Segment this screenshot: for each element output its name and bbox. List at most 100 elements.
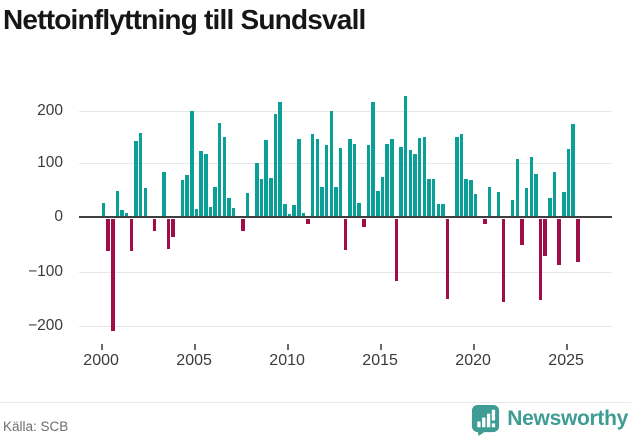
- bar: [213, 186, 217, 218]
- bar: [473, 194, 478, 218]
- bar: [231, 207, 236, 218]
- x-axis-label: 2010: [269, 352, 305, 369]
- bar: [576, 218, 580, 262]
- bar: [431, 178, 436, 218]
- bar: [380, 176, 385, 218]
- bar: [455, 137, 459, 218]
- bar: [394, 218, 399, 281]
- bar: [264, 139, 268, 218]
- bar: [152, 218, 157, 232]
- bar: [310, 133, 315, 218]
- x-axis-tick: [566, 344, 568, 350]
- bar: [171, 218, 175, 237]
- bar: [245, 193, 250, 218]
- bar: [357, 202, 361, 218]
- bar: [408, 149, 413, 218]
- bar: [278, 102, 282, 218]
- bar: [134, 140, 138, 218]
- y-axis-label: 100: [37, 154, 63, 171]
- bar: [283, 203, 287, 218]
- bar: [301, 212, 306, 218]
- x-axis-tick: [380, 344, 382, 350]
- bar: [422, 136, 426, 218]
- bar: [385, 143, 389, 218]
- x-axis-label: 2025: [548, 352, 584, 369]
- bar: [427, 178, 431, 218]
- bar: [441, 204, 445, 218]
- newsworthy-brand: Newsworthy: [469, 403, 628, 436]
- bar: [208, 206, 213, 218]
- bar: [106, 218, 110, 252]
- bar: [255, 163, 259, 218]
- x-axis-label: 2000: [83, 352, 119, 369]
- bar: [399, 147, 403, 218]
- chart-title: Nettoinflyttning till Sundsvall: [3, 4, 366, 35]
- bar: [320, 186, 324, 218]
- bar: [292, 205, 296, 218]
- bar: [241, 218, 245, 232]
- gridline-minus-100: [79, 272, 612, 273]
- bar: [436, 204, 440, 218]
- bar: [143, 187, 147, 218]
- bar: [362, 218, 366, 228]
- bar: [115, 191, 120, 218]
- footer-divider: [0, 402, 631, 403]
- bar: [464, 178, 468, 218]
- bar: [520, 218, 524, 245]
- bar: [469, 179, 473, 218]
- y-axis-label: 0: [54, 208, 63, 225]
- bar: [371, 102, 375, 218]
- bar: [543, 218, 547, 257]
- bar: [124, 212, 129, 218]
- newsworthy-logo-icon: [472, 404, 500, 436]
- gridline-minus-200: [79, 326, 612, 327]
- bar: [343, 218, 347, 251]
- bar: [338, 148, 343, 218]
- bar: [501, 218, 506, 302]
- bar: [185, 175, 189, 218]
- bar: [259, 178, 264, 218]
- bar: [552, 172, 557, 218]
- bar: [194, 208, 199, 218]
- x-axis-label: 2020: [455, 352, 491, 369]
- bar: [190, 110, 194, 218]
- bar: [510, 200, 515, 218]
- bar: [459, 133, 464, 218]
- bar: [120, 210, 124, 218]
- bar: [324, 145, 329, 218]
- gridline-200: [79, 111, 612, 112]
- bar: [111, 218, 115, 332]
- bar: [529, 157, 533, 218]
- bar: [162, 171, 166, 218]
- bar: [413, 153, 417, 218]
- bar: [273, 114, 278, 218]
- bar: [269, 178, 273, 218]
- bar: [129, 218, 134, 252]
- x-axis-tick: [194, 344, 196, 350]
- zero-axis-line: [79, 216, 612, 218]
- bar: [496, 192, 501, 218]
- bar: [557, 218, 561, 265]
- bar: [352, 143, 357, 218]
- bar: [199, 151, 203, 218]
- source-label: Källa: SCB: [3, 419, 69, 434]
- x-axis-label: 2015: [362, 352, 398, 369]
- bar: [306, 218, 310, 225]
- x-axis-tick: [287, 344, 289, 350]
- y-axis-label: 200: [37, 102, 63, 119]
- bar: [390, 138, 394, 218]
- x-axis-tick: [473, 344, 475, 350]
- bar: [376, 190, 380, 218]
- bar: [538, 218, 543, 301]
- bar: [515, 158, 519, 218]
- y-axis-label: −200: [28, 317, 63, 334]
- bar: [217, 123, 222, 218]
- gridline-100: [79, 163, 612, 164]
- bar: [566, 148, 571, 218]
- x-axis-tick: [101, 344, 103, 350]
- bar: [487, 186, 492, 218]
- bar: [329, 110, 333, 218]
- bar: [180, 179, 185, 218]
- bar: [227, 197, 231, 218]
